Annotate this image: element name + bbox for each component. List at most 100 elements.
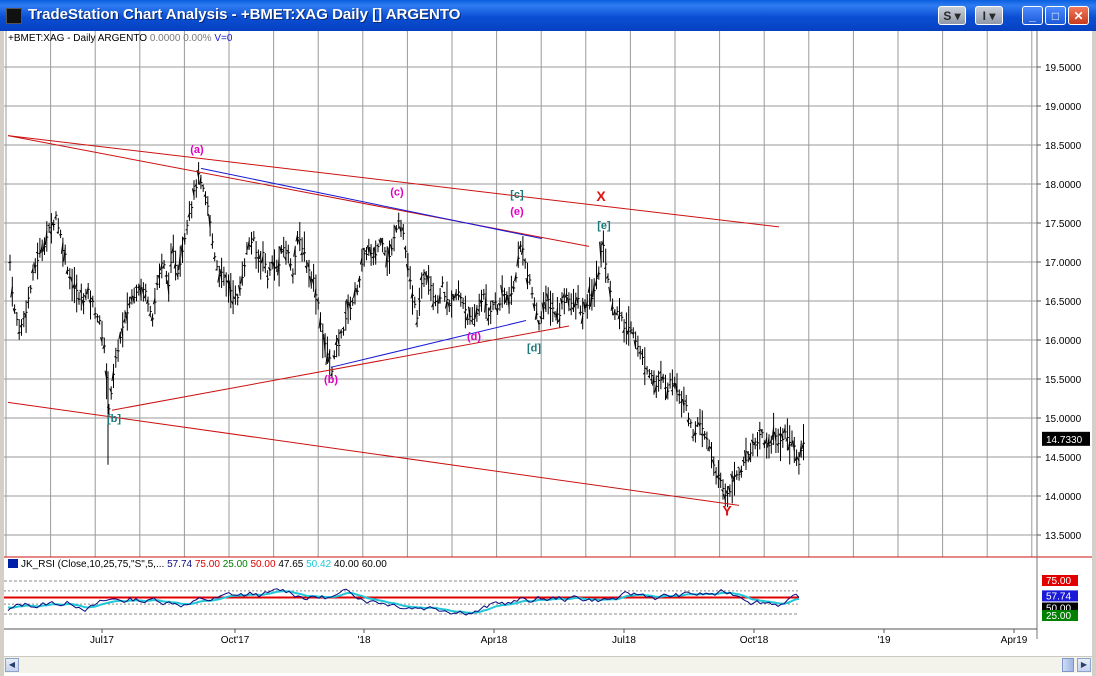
- ohlc-open-tick: [323, 334, 326, 354]
- ohlc-open-tick: [723, 494, 726, 501]
- y-tick-label: 14.0000: [1045, 492, 1082, 503]
- app-icon: [6, 8, 22, 24]
- y-tick-label: 13.5000: [1045, 531, 1082, 542]
- horizontal-scrollbar[interactable]: ◀ ▶: [4, 656, 1092, 673]
- ohlc-open-tick: [180, 244, 183, 259]
- ohlc-open-tick: [693, 430, 696, 436]
- volume-value: V=0: [214, 33, 233, 44]
- s-menu-button[interactable]: S ▾: [938, 6, 966, 25]
- ohlc-open-tick: [484, 293, 487, 313]
- ohlc-open-tick: [730, 473, 733, 480]
- chart-canvas[interactable]: (a)(b)(c)(d)(e)[b][c][d][e]XY 19.500019.…: [4, 31, 1092, 656]
- ohlc-open-tick: [19, 325, 22, 328]
- ohlc-open-tick: [327, 350, 331, 363]
- y-tick-label: 17.5000: [1045, 219, 1082, 230]
- ohlc-open-tick: [477, 308, 480, 312]
- ohlc-open-tick: [123, 318, 126, 323]
- ohlc-open-tick: [479, 299, 482, 306]
- ohlc-open-tick: [629, 329, 632, 333]
- ohlc-open-tick: [88, 299, 91, 304]
- close-button[interactable]: ✕: [1068, 6, 1089, 25]
- scroll-left-arrow-icon[interactable]: ◀: [5, 658, 19, 672]
- ohlc-open-tick: [155, 282, 158, 286]
- minimize-button[interactable]: _: [1022, 6, 1043, 25]
- ohlc-open-tick: [251, 238, 255, 242]
- rsi-value-box: [1042, 602, 1078, 614]
- trendline-blue: [330, 320, 527, 368]
- ohlc-open-tick: [569, 308, 572, 312]
- ohlc-open-tick: [65, 269, 68, 275]
- ohlc-open-tick: [525, 277, 528, 286]
- scroll-right-arrow-icon[interactable]: ▶: [1077, 658, 1091, 672]
- wave-label: (a): [190, 144, 204, 156]
- ohlc-open-tick: [633, 340, 637, 349]
- x-tick-label: Apr18: [481, 635, 508, 646]
- ohlc-open-tick: [166, 280, 170, 294]
- rsi-value-6: 50.42: [306, 559, 332, 570]
- wave-labels: (a) (b) (c) (d) (e) [b] [c] [d] [e] X Y: [107, 144, 732, 519]
- ohlc-open-tick: [72, 283, 75, 289]
- ohlc-open-tick: [343, 311, 347, 315]
- rsi-value-label: 57.74: [1046, 591, 1071, 602]
- scroll-thumb[interactable]: [1062, 658, 1074, 672]
- ohlc-open-tick: [573, 299, 577, 308]
- ohlc-open-tick: [313, 288, 317, 298]
- ohlc-open-tick: [750, 439, 754, 444]
- y-tick-label: 14.5000: [1045, 453, 1082, 464]
- change-pct: 0.00%: [183, 33, 212, 44]
- ohlc-open-tick: [56, 231, 59, 234]
- ohlc-open-tick: [100, 337, 103, 343]
- ohlc-open-tick: [281, 249, 285, 253]
- ohlc-open-tick: [224, 274, 227, 278]
- ohlc-open-tick: [654, 384, 657, 393]
- ohlc-open-tick: [408, 278, 411, 282]
- ohlc-open-tick: [355, 287, 358, 294]
- ohlc-open-tick: [626, 328, 630, 335]
- maximize-button[interactable]: □: [1045, 6, 1066, 25]
- ohlc-open-tick: [652, 374, 655, 386]
- ohlc-open-tick: [238, 285, 241, 295]
- ohlc-open-tick: [380, 237, 384, 247]
- ohlc-open-tick: [504, 294, 508, 303]
- rsi-study-name: JK_RSI (Close,10,25,75,"S",5,...: [21, 559, 165, 570]
- ohlc-open-tick: [410, 292, 413, 299]
- window-title: TradeStation Chart Analysis - +BMET:XAG …: [28, 6, 461, 23]
- ohlc-open-tick: [217, 273, 220, 283]
- ohlc-open-tick: [171, 245, 174, 254]
- ohlc-open-tick: [456, 293, 459, 296]
- ohlc-open-tick: [562, 293, 565, 299]
- ohlc-open-tick: [769, 439, 772, 444]
- ohlc-open-tick: [206, 201, 209, 204]
- ohlc-open-tick: [77, 297, 80, 301]
- ohlc-open-tick: [564, 293, 568, 298]
- ohlc-open-tick: [576, 297, 579, 305]
- i-menu-label: I: [982, 9, 986, 23]
- ohlc-open-tick: [12, 308, 16, 313]
- ohlc-open-tick: [371, 256, 374, 259]
- ohlc-open-tick: [785, 437, 788, 442]
- ohlc-open-tick: [737, 466, 740, 469]
- x-tick-label: Oct'18: [740, 635, 769, 646]
- wave-label: [d]: [527, 343, 541, 355]
- ohlc-open-tick: [321, 330, 324, 332]
- price-bars: [8, 162, 805, 508]
- ohlc-open-tick: [194, 184, 197, 187]
- ohlc-open-tick: [776, 443, 779, 447]
- ohlc-open-tick: [709, 446, 712, 450]
- i-menu-button[interactable]: I ▾: [975, 6, 1003, 25]
- ohlc-open-tick: [523, 259, 526, 262]
- ohlc-open-tick: [541, 302, 545, 314]
- ohlc-open-tick: [42, 240, 45, 252]
- x-tick-label: Jul18: [612, 635, 636, 646]
- ohlc-open-tick: [24, 312, 27, 319]
- ohlc-open-tick: [631, 331, 634, 335]
- chart-window[interactable]: (a) (b) (c) (d) (e) [b] [c] [d] [e] X Y 19.5000 19.…: [4, 31, 1092, 676]
- rsi-value-2: 75.00: [194, 559, 220, 570]
- ohlc-open-tick: [159, 263, 163, 271]
- ohlc-open-tick: [721, 489, 724, 492]
- ohlc-open-tick: [753, 441, 756, 446]
- ohlc-open-tick: [468, 306, 471, 320]
- ohlc-open-tick: [445, 299, 448, 309]
- symbol-name: ARGENTO: [97, 33, 148, 44]
